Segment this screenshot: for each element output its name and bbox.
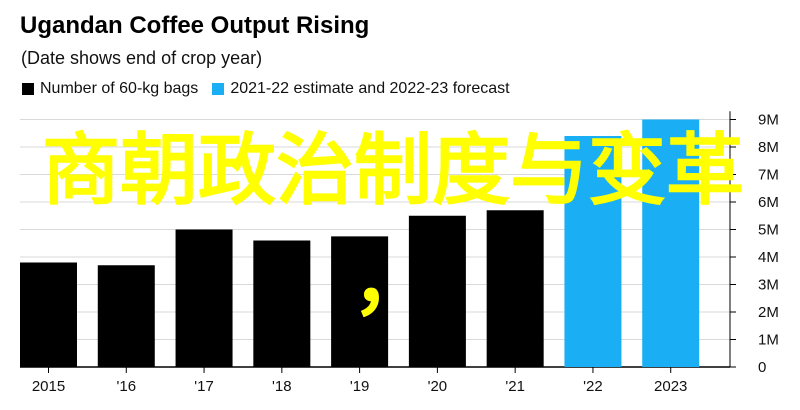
y-tick-label: 9M [758,112,779,129]
y-tick-label: 5M [758,222,779,239]
bar-6 [486,210,544,367]
x-tick-label: '16 [116,378,136,395]
x-tick-label: 2015 [32,378,65,395]
chart-title: Ugandan Coffee Output Rising [20,12,370,39]
chart-subtitle: (Date shows end of crop year) [21,48,263,68]
bar-0 [20,262,77,367]
x-tick-label: '22 [583,378,603,395]
x-tick-label: '20 [428,378,448,395]
y-tick-label: 2M [758,304,779,321]
legend-label-estimate: 2021-22 estimate and 2022-23 forecast [230,80,510,97]
legend-swatch-estimate [212,83,225,95]
watermark-text: 商朝政治制度与变革 [42,126,745,216]
y-tick-label: 0 [758,359,766,376]
bar-7 [564,136,622,367]
y-tick-label: 6M [758,194,779,211]
x-tick-label: '21 [505,378,525,395]
y-tick-label: 3M [758,277,779,294]
legend-item-actual: Number of 60-kg bags [22,80,198,98]
bar-4 [331,236,389,367]
y-tick-label: 8M [758,139,779,156]
legend-item-estimate: 2021-22 estimate and 2022-23 forecast [212,80,510,98]
x-tick-label: '18 [272,378,292,395]
x-tick-label: '19 [350,378,370,395]
bar-5 [408,215,466,367]
bar-2 [175,229,233,367]
bar-1 [97,265,155,367]
bar-8 [642,119,700,367]
y-tick-label: 1M [758,332,779,349]
bar-3 [253,240,311,367]
legend-label-actual: Number of 60-kg bags [40,80,199,97]
watermark-comma: ， [352,236,431,326]
y-tick-label: 4M [758,249,779,266]
y-tick-label: 7M [758,167,779,184]
legend-swatch-actual [22,83,34,95]
legend: Number of 60-kg bags 2021-22 estimate an… [22,80,510,98]
x-tick-label: '17 [194,378,214,395]
x-tick-label: 2023 [654,378,687,395]
